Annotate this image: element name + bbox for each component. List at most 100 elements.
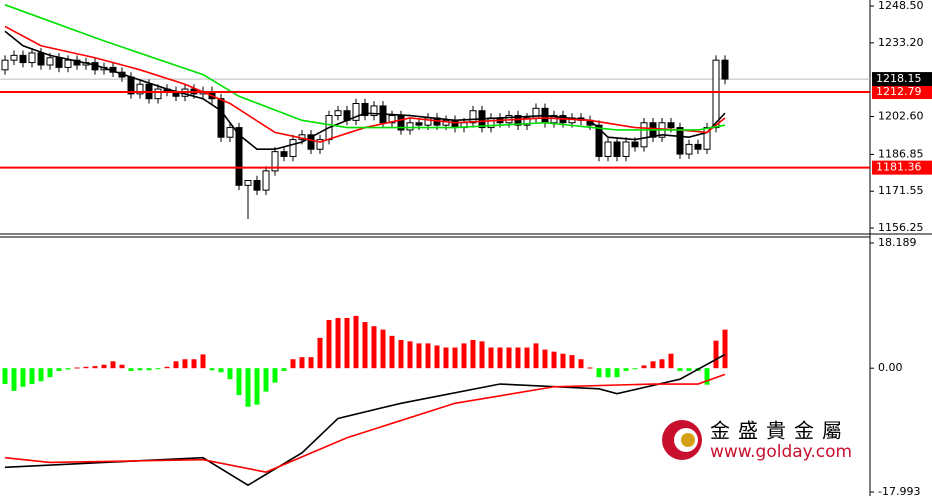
candle-body <box>388 115 396 124</box>
candle-body <box>712 59 720 129</box>
candle-body <box>280 151 288 157</box>
level-label: 1181.36 <box>876 161 922 174</box>
histogram-bar <box>578 359 584 369</box>
histogram-bar <box>569 355 575 369</box>
histogram-bar <box>659 359 665 369</box>
histogram-bar <box>155 368 161 370</box>
level-label-box <box>872 160 932 175</box>
histogram-bar <box>461 343 467 369</box>
histogram-bar <box>632 368 638 370</box>
histogram-bar <box>74 367 80 369</box>
histogram-bar <box>335 317 341 369</box>
histogram-bar <box>101 364 107 369</box>
candle-body <box>631 141 639 148</box>
histogram-bar <box>290 359 296 369</box>
candle-body <box>37 52 45 66</box>
candle-body <box>361 103 369 117</box>
histogram-bar <box>470 339 476 369</box>
histogram-bar <box>704 368 710 385</box>
indicator-line <box>4 30 726 151</box>
histogram-bar <box>326 320 332 369</box>
histogram-bar <box>641 365 647 369</box>
histogram-bar <box>218 368 224 373</box>
histogram-bar <box>551 351 557 369</box>
y-tick-label: 1156.25 <box>878 221 924 234</box>
current-price-label: 1218.15 <box>876 72 922 85</box>
candle-body <box>307 134 315 150</box>
candle-body <box>235 127 243 186</box>
histogram-bar <box>524 347 530 369</box>
y-tick-label: 1248.50 <box>878 0 924 12</box>
histogram-bar <box>308 357 314 369</box>
histogram-bar <box>398 339 404 369</box>
histogram-bar <box>272 368 278 383</box>
candle-body <box>685 143 693 155</box>
candle-body <box>1 59 9 71</box>
histogram-bar <box>83 366 89 369</box>
histogram-bar <box>92 366 98 369</box>
histogram-bar <box>407 341 413 369</box>
histogram-bar <box>173 361 179 369</box>
histogram-bar <box>452 347 458 369</box>
candle-body <box>136 83 144 95</box>
histogram-bar <box>119 364 125 369</box>
histogram-bar <box>20 368 26 387</box>
histogram-bar <box>299 357 305 369</box>
histogram-bar <box>65 368 71 370</box>
histogram-bar <box>182 359 188 369</box>
candle-body <box>262 170 270 191</box>
logo <box>681 433 695 447</box>
indicator-line <box>4 4 726 131</box>
histogram-bar <box>614 368 620 378</box>
histogram-bar <box>191 359 197 369</box>
indicator-line <box>4 373 726 473</box>
y-tick-label: 1233.20 <box>878 36 924 49</box>
candle-body <box>226 127 234 138</box>
candle-body <box>640 122 648 148</box>
histogram-bar <box>587 367 593 369</box>
histogram-bar <box>281 368 287 371</box>
y-tick-label: -17.993 <box>878 485 920 496</box>
y-tick-label: 18.189 <box>878 236 917 249</box>
indicator-line <box>4 353 726 487</box>
histogram-bar <box>146 368 152 371</box>
histogram-bar <box>371 326 377 369</box>
candle-body <box>694 143 702 150</box>
histogram-bar <box>713 340 719 369</box>
histogram-bar <box>110 361 116 369</box>
histogram-bar <box>533 343 539 369</box>
histogram-bar <box>722 329 728 369</box>
candle-body <box>523 117 531 126</box>
histogram-bar <box>236 368 242 396</box>
histogram-bar <box>362 322 368 369</box>
histogram-bar <box>344 317 350 369</box>
candle-body <box>514 115 522 126</box>
y-tick-label: 0.00 <box>878 361 903 374</box>
histogram-bar <box>425 343 431 369</box>
candle-body <box>667 122 675 129</box>
histogram-bar <box>56 368 62 371</box>
histogram-bar <box>11 368 17 391</box>
histogram-bar <box>515 347 521 369</box>
histogram-bar <box>200 354 206 369</box>
candle-body <box>217 98 225 138</box>
y-tick-label: 1186.85 <box>878 147 924 160</box>
watermark-url: www.golday.com <box>710 442 852 462</box>
indicator-line <box>4 25 726 143</box>
candle-body <box>352 103 360 121</box>
histogram-bar <box>542 349 548 369</box>
histogram-bar <box>254 368 260 405</box>
histogram-bar <box>488 347 494 369</box>
histogram-bar <box>416 343 422 369</box>
candle-body <box>10 54 18 61</box>
candle-body <box>19 54 27 64</box>
histogram-bar <box>686 368 692 371</box>
price-label-box <box>872 72 932 87</box>
histogram-bar <box>47 368 53 378</box>
watermark: 金盛貴金屬 www.golday.com <box>662 419 852 462</box>
y-tick-label: 1171.55 <box>878 184 924 197</box>
candle-body <box>154 88 162 100</box>
candle-body <box>451 119 459 129</box>
